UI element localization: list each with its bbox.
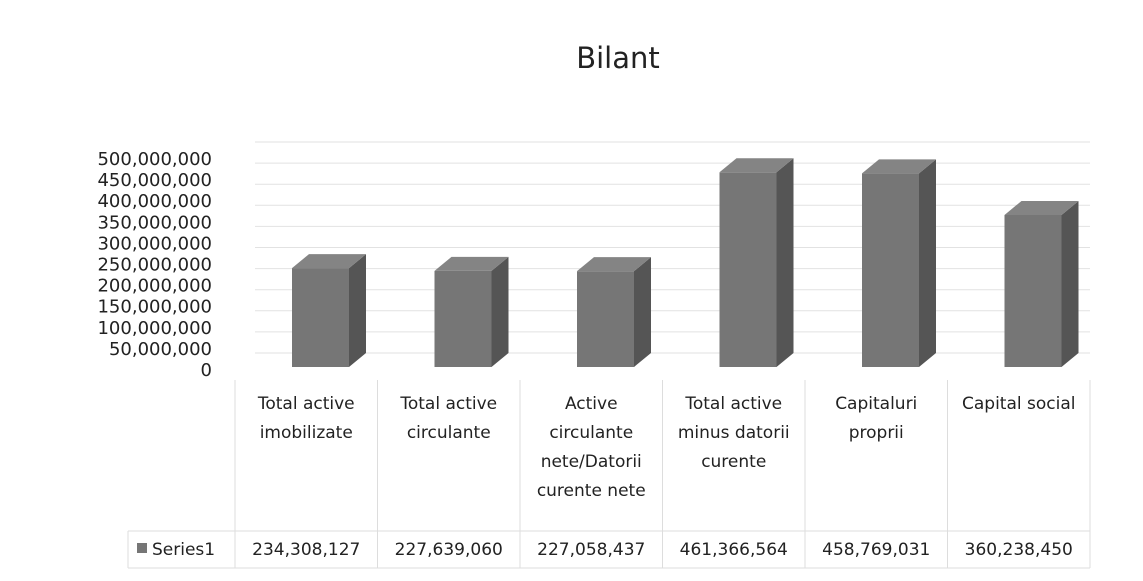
y-tick-label: 200,000,000 xyxy=(97,276,212,297)
table-value: 458,769,031 xyxy=(822,540,930,560)
legend-key xyxy=(137,543,147,553)
table-value: 227,058,437 xyxy=(537,540,645,560)
table-value: 234,308,127 xyxy=(252,540,360,560)
bar xyxy=(1004,214,1062,367)
table-value: 227,639,060 xyxy=(395,540,503,560)
y-tick-label: 250,000,000 xyxy=(97,255,212,276)
bar xyxy=(577,271,634,367)
x-tick-label: Total active imobilizate xyxy=(257,394,355,443)
y-tick-label: 400,000,000 xyxy=(97,191,212,212)
y-tick-label: 150,000,000 xyxy=(97,297,212,318)
y-tick-label: 500,000,000 xyxy=(97,149,212,170)
bar-side xyxy=(776,158,794,367)
bar-top xyxy=(1004,200,1079,215)
bar-group xyxy=(292,254,366,367)
x-tick-label: Capitaluri proprii xyxy=(835,394,918,443)
x-tick-label: Active circulante nete/Datorii curente n… xyxy=(536,394,646,501)
bar xyxy=(434,270,492,367)
bar-top xyxy=(434,256,509,271)
bar-side xyxy=(1061,200,1079,367)
legend-label: Series1 xyxy=(152,540,215,560)
bar-group xyxy=(1004,200,1079,367)
y-tick-label: 300,000,000 xyxy=(97,233,212,254)
table-value: 360,238,450 xyxy=(965,540,1073,560)
bar-group xyxy=(862,159,936,367)
bar-group xyxy=(434,256,509,367)
x-tick-label: Capital social xyxy=(962,394,1076,414)
y-tick-label: 450,000,000 xyxy=(97,170,212,191)
bar-side xyxy=(349,254,366,367)
bar-side xyxy=(491,256,509,367)
bar-side xyxy=(919,159,936,367)
x-tick-label: Total active minus datorii curente xyxy=(677,394,790,472)
bar-side xyxy=(634,257,651,367)
bar-group xyxy=(719,158,794,367)
y-tick-label: 0 xyxy=(201,360,212,381)
bar-top xyxy=(577,257,651,272)
bar-top xyxy=(719,158,794,173)
bar xyxy=(292,268,349,367)
chart-title: Bilant xyxy=(576,41,660,75)
y-tick-label: 50,000,000 xyxy=(109,339,212,360)
bar-top xyxy=(862,159,936,174)
table-value: 461,366,564 xyxy=(680,540,788,560)
x-tick-label: Total active circulante xyxy=(400,394,498,443)
bar xyxy=(862,173,919,367)
y-tick-label: 100,000,000 xyxy=(97,318,212,339)
y-tick-label: 350,000,000 xyxy=(97,212,212,233)
bar xyxy=(719,172,777,367)
bar-group xyxy=(577,257,651,367)
bar-top xyxy=(292,254,366,269)
